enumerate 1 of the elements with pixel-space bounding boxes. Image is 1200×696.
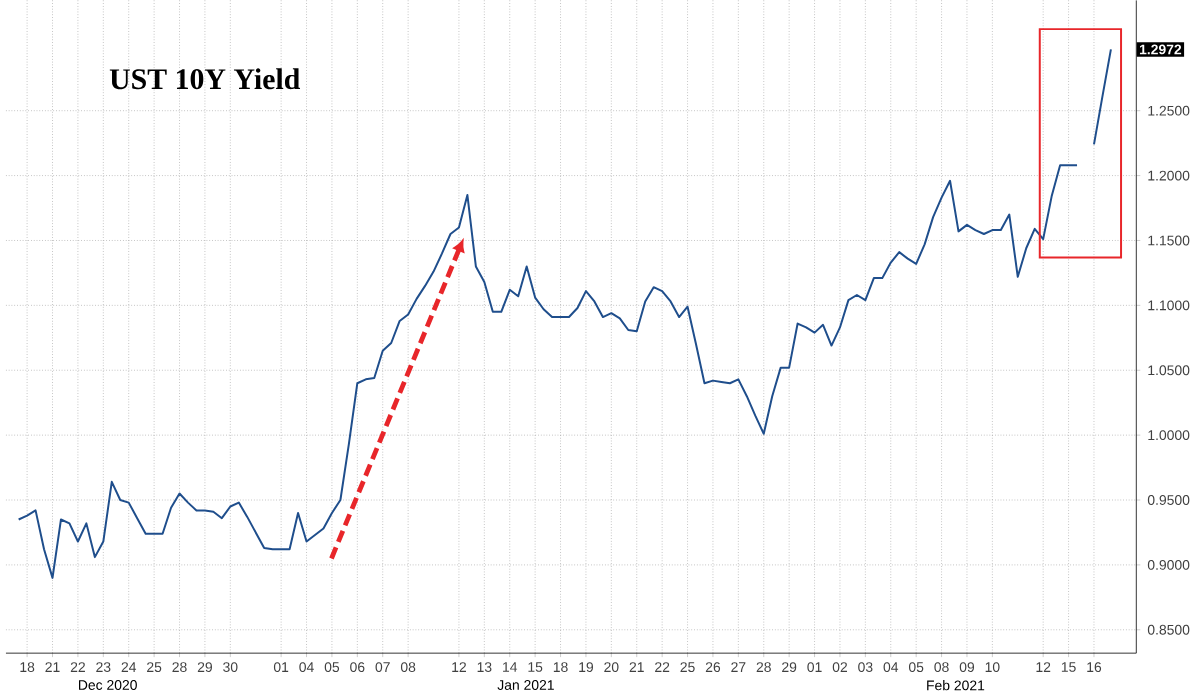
text: UST 10Y Yield xyxy=(109,67,301,89)
